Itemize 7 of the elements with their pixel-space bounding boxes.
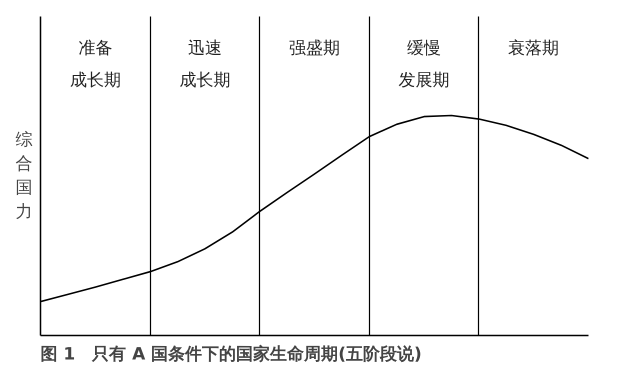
text: 强盛期 [289,38,340,58]
y-axis-title: 综合国力 [16,130,32,222]
text: 准备成长期 [70,38,121,90]
text: 缓慢发展期 [398,38,450,90]
caption: 图 1 只有 A 国条件下的国家生命周期(五阶段说) [40,344,422,364]
text: 迅速成长期 [179,38,230,90]
text: 衰落期 [508,38,560,58]
